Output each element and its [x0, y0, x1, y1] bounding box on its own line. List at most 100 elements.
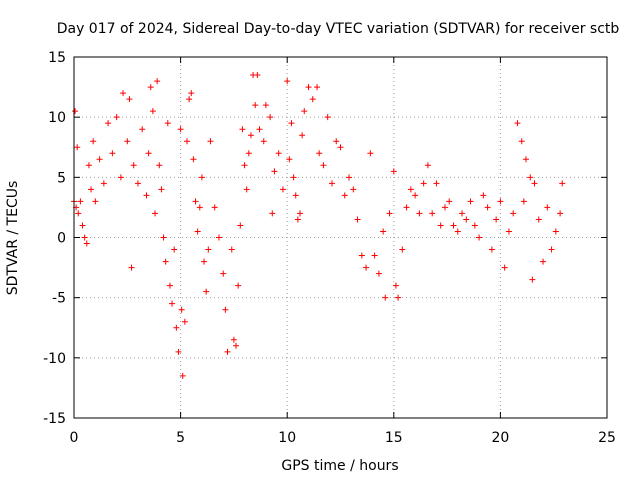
data-point	[256, 126, 263, 133]
data-point	[476, 234, 483, 241]
data-point	[74, 144, 81, 151]
data-point	[467, 198, 474, 205]
data-point	[178, 306, 185, 313]
data-point	[392, 282, 399, 289]
data-point	[239, 126, 246, 133]
data-point	[484, 204, 491, 211]
data-point	[294, 216, 301, 223]
data-point	[181, 318, 188, 325]
data-point	[386, 210, 393, 217]
data-point	[290, 174, 297, 181]
data-point	[337, 144, 344, 151]
data-point	[224, 348, 231, 355]
axis-ticks	[73, 56, 608, 419]
y-tick-labels: -15 -10 -5 0 5 10 15	[43, 50, 66, 427]
data-point	[429, 210, 436, 217]
data-point	[156, 162, 163, 169]
data-point	[171, 246, 178, 253]
y-tick-label: 15	[48, 50, 66, 66]
data-point	[299, 132, 306, 139]
y-tick-label: -10	[43, 351, 66, 367]
data-point	[320, 162, 327, 169]
data-point	[363, 264, 370, 271]
data-point	[158, 186, 165, 193]
data-point	[275, 150, 282, 157]
data-point	[192, 198, 199, 205]
data-point	[147, 84, 154, 91]
data-point	[510, 210, 517, 217]
data-point	[143, 192, 150, 199]
data-point	[149, 108, 156, 115]
data-point	[186, 96, 193, 103]
data-point	[85, 162, 92, 169]
data-point	[529, 276, 536, 283]
data-point	[201, 258, 208, 265]
data-point	[243, 186, 250, 193]
data-point	[211, 204, 218, 211]
data-point	[81, 234, 88, 241]
data-point	[160, 234, 167, 241]
data-point	[113, 114, 120, 121]
data-point	[284, 78, 291, 85]
data-point	[501, 264, 508, 271]
data-point	[399, 246, 406, 253]
data-point	[175, 348, 182, 355]
data-point	[407, 186, 414, 193]
data-point	[241, 162, 248, 169]
data-point	[154, 78, 161, 85]
data-point	[412, 192, 419, 199]
data-point	[450, 222, 457, 229]
data-point	[514, 120, 521, 127]
x-tick-label: 10	[278, 430, 296, 446]
chart-title: Day 017 of 2024, Sidereal Day-to-day VTE…	[57, 21, 620, 37]
data-point	[254, 72, 261, 79]
data-point	[77, 198, 84, 205]
data-point	[522, 156, 529, 163]
data-point	[269, 210, 276, 217]
data-point	[92, 198, 99, 205]
data-point	[247, 132, 254, 139]
data-point	[380, 228, 387, 235]
data-point	[205, 246, 212, 253]
data-point	[233, 342, 240, 349]
data-point	[341, 192, 348, 199]
data-point	[497, 198, 504, 205]
data-point	[190, 156, 197, 163]
data-point	[145, 150, 152, 157]
x-tick-label: 5	[176, 430, 185, 446]
data-point	[203, 288, 210, 295]
data-point	[358, 252, 365, 259]
data-point	[173, 324, 180, 331]
data-point	[105, 120, 112, 127]
y-tick-label: -5	[52, 291, 66, 307]
data-point	[305, 84, 312, 91]
data-point	[96, 156, 103, 163]
x-tick-label: 25	[598, 430, 616, 446]
data-point	[535, 216, 542, 223]
data-point	[292, 192, 299, 199]
data-point	[134, 180, 141, 187]
data-point	[228, 246, 235, 253]
data-point	[420, 180, 427, 187]
data-point	[493, 216, 500, 223]
data-point	[531, 180, 538, 187]
data-point	[433, 180, 440, 187]
data-point	[367, 150, 374, 157]
data-point	[540, 258, 547, 265]
data-point	[548, 246, 555, 253]
data-point	[162, 258, 169, 265]
data-point	[117, 174, 124, 181]
data-point	[395, 294, 402, 301]
data-point	[446, 198, 453, 205]
data-point	[183, 138, 190, 145]
data-point	[222, 306, 229, 313]
data-point	[350, 186, 357, 193]
data-point	[382, 294, 389, 301]
data-point	[179, 372, 186, 379]
data-point	[471, 222, 478, 229]
data-point	[124, 138, 131, 145]
data-point	[237, 222, 244, 229]
data-point	[559, 180, 566, 187]
x-axis-label: GPS time / hours	[281, 458, 398, 474]
